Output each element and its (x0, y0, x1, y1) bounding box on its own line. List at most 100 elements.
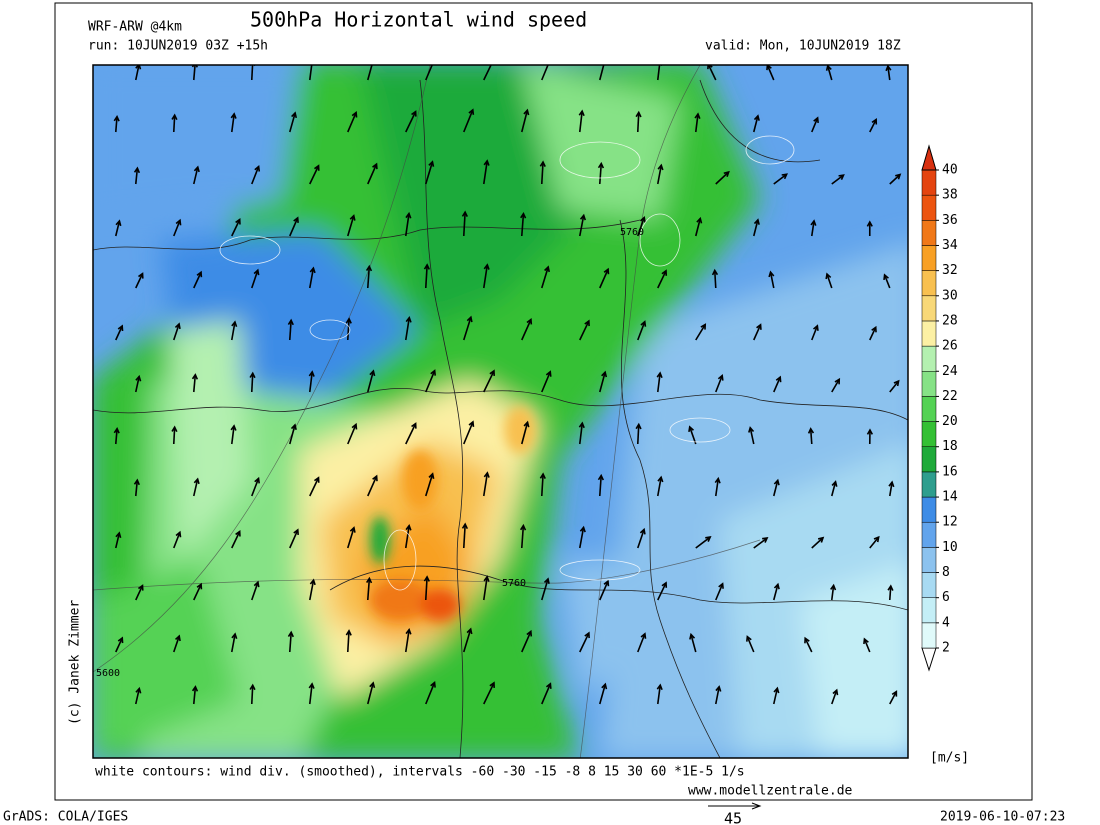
wind-arrow (463, 421, 474, 445)
wind-arrow-head (714, 476, 721, 484)
wind-arrow-head (526, 629, 533, 637)
colorbar-label: 40 (942, 163, 958, 178)
wind-arrow-head (174, 634, 181, 642)
wind-arrow-head (545, 370, 552, 377)
wind-arrow (656, 685, 662, 705)
wind-arrow-head (405, 627, 412, 635)
wind-arrow-head (235, 218, 241, 225)
wind-arrow-head (231, 632, 238, 640)
wind-arrow-head (137, 584, 144, 591)
colorbar-label: 4 (942, 615, 950, 630)
wind-arrow-head (601, 370, 608, 378)
wind-arrow-head (578, 421, 585, 429)
wind-arrow-head (584, 319, 590, 327)
wind-arrow-head (812, 324, 819, 331)
wind-arrow (541, 65, 549, 81)
wind-arrow-head (825, 272, 832, 280)
wind-arrow-head (756, 323, 762, 330)
wind-arrow (173, 220, 181, 237)
wind-arrow (172, 427, 176, 445)
wind-arrow-head (193, 165, 200, 173)
colorbar-segment (921, 396, 937, 422)
wind-arrow-head (656, 371, 663, 379)
colorbar-max-triangle (921, 144, 937, 171)
colorbar-segment (921, 371, 937, 397)
wind-arrow-head (174, 322, 181, 330)
wind-arrow (753, 537, 768, 549)
colorbar-segment (921, 320, 937, 347)
wind-arrow (288, 112, 296, 133)
wind-arrow-head (230, 424, 237, 431)
colorbar-segment (921, 295, 937, 322)
wind-arrow (598, 475, 602, 497)
wind-arrow (114, 220, 121, 237)
wind-arrow-head (365, 264, 373, 272)
wind-arrow-head (293, 528, 299, 535)
wind-arrow-head (520, 211, 527, 219)
wind-arrow (463, 628, 472, 653)
map-field (93, 65, 908, 758)
wind-arrow (482, 576, 488, 601)
wind-arrow (115, 637, 123, 653)
wind-arrow-head (191, 373, 199, 380)
wind-arrow-head (117, 636, 124, 644)
wind-arrow-head (753, 114, 760, 121)
wind-arrow (694, 113, 699, 133)
wind-arrow-head (866, 220, 873, 227)
contour-label: 5760 (620, 227, 644, 238)
wind-arrow (637, 321, 646, 341)
wind-arrow (251, 166, 260, 185)
wind-arrow-head (461, 210, 468, 217)
wind-arrow (830, 481, 837, 497)
wind-arrow-head (231, 320, 238, 327)
wind-arrow-head (601, 682, 608, 690)
wind-arrow (404, 317, 411, 341)
wind-arrow (809, 428, 813, 445)
wind-arrow-head (689, 632, 696, 640)
wind-arrow-head (838, 174, 845, 181)
wind-arrow-head (369, 681, 376, 689)
wind-arrow-head (171, 425, 178, 433)
wind-arrow (830, 585, 835, 601)
wind-arrow (746, 636, 755, 653)
wind-arrow (520, 422, 529, 445)
contour-label: 5600 (96, 668, 120, 679)
wind-arrow (521, 631, 532, 653)
wind-arrow-head (133, 166, 141, 174)
colorbar-label: 14 (942, 490, 958, 505)
valid-label: valid: Mon, 10JUN2019 18Z (705, 39, 901, 54)
wind-arrow (483, 682, 495, 705)
wind-arrow-head (832, 688, 839, 696)
wind-arrow-head (883, 273, 889, 281)
wind-arrow (715, 583, 724, 601)
wind-arrow-head (369, 369, 376, 377)
colorbar-label: 28 (942, 313, 958, 328)
wind-arrow (869, 119, 877, 133)
wind-arrow (288, 320, 292, 341)
wind-arrow-head (717, 374, 724, 381)
wind-arrow-head (191, 685, 199, 692)
wind-arrow (251, 269, 259, 289)
wind-arrow (134, 480, 139, 497)
wind-arrow-head (351, 110, 358, 118)
wind-arrow (482, 264, 489, 289)
wind-arrow (521, 319, 532, 341)
wind-arrow (578, 423, 584, 445)
wind-arrow-head (423, 263, 430, 270)
colorbar-unit: [m/s] (930, 751, 969, 766)
wind-arrow-head (866, 428, 874, 435)
colorbar-label: 2 (942, 641, 950, 656)
colorbar-segment (921, 597, 937, 624)
wind-arrow (599, 580, 609, 601)
wind-arrow-head (831, 480, 838, 487)
wind-arrow-head (694, 112, 701, 119)
wind-arrow-head (287, 630, 294, 638)
wind-arrow (425, 370, 436, 393)
wind-arrow-head (539, 160, 546, 167)
wind-arrow-head (873, 535, 880, 543)
model-label: WRF-ARW @4km (88, 20, 182, 35)
wind-arrow-head (489, 369, 495, 376)
wind-arrow (367, 163, 378, 185)
colorbar-segment (921, 345, 937, 372)
